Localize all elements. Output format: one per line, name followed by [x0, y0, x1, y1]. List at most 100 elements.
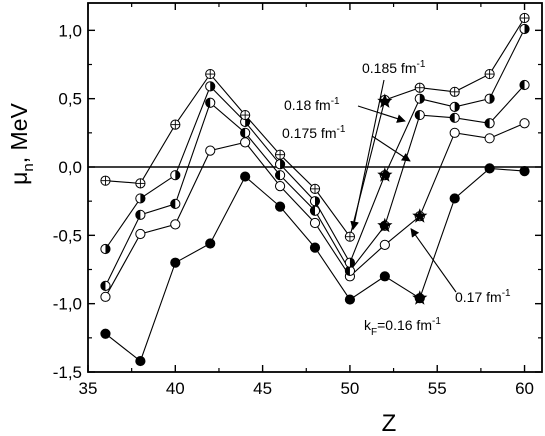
y-axis-label: μn, MeV [6, 103, 37, 185]
series-2-point-10 [449, 112, 460, 123]
series-3-point-9 [414, 93, 425, 104]
series-2-point-10-fill [450, 113, 455, 123]
series-1-point-5 [274, 181, 286, 192]
series-2-point-3 [205, 97, 216, 108]
series-1-point-6 [309, 217, 321, 229]
series-3-point-6-fill [315, 196, 320, 206]
series-2-point-0-fill [100, 281, 106, 291]
series-1-point-2 [170, 219, 181, 230]
arrow-0185 [350, 79, 385, 231]
series-2-point-6 [309, 205, 321, 216]
series-3-point-10 [449, 101, 460, 112]
series-3-point-1-fill [140, 193, 145, 204]
plot-frame [87, 2, 543, 373]
series-1-point-0 [100, 291, 111, 302]
series-3-point-0-fill [105, 244, 111, 254]
series-2-point-4 [240, 127, 251, 138]
x-tick-label-60: 60 [515, 379, 534, 398]
series-0-point-7 [344, 294, 356, 305]
series-0-point-0 [100, 328, 111, 339]
series-3-point-3 [205, 81, 216, 92]
series-2-point-1-fill [135, 210, 141, 220]
series-4-point-11 [484, 68, 495, 80]
series-3-point-2-fill [175, 170, 180, 180]
y-tick-label-1: -1,0 [53, 295, 82, 314]
series-3-point-2 [170, 170, 181, 181]
star-1 [377, 167, 393, 182]
y-tick-label-2: -0,5 [53, 226, 82, 245]
series-0-point-6 [309, 242, 321, 253]
series-2-point-1 [135, 209, 146, 220]
series-3-point-0 [100, 243, 111, 255]
series-3-point-12 [519, 23, 530, 35]
series-3-point-7 [344, 257, 356, 268]
annotation-0175: 0.175 fm-1 [282, 124, 346, 141]
arrow-018 [357, 105, 406, 123]
series-2-point-11 [484, 118, 495, 129]
series-2-point-2 [170, 198, 181, 209]
series-4-point-7 [344, 231, 356, 242]
series-2-point-0 [100, 280, 111, 291]
series-3-point-9-fill [419, 94, 425, 104]
series-0-point-3 [205, 238, 216, 249]
series-3-point-10-fill [454, 102, 460, 112]
star-0 [377, 93, 393, 108]
series-2-point-7-fill [345, 266, 350, 276]
series-4-point-10 [449, 86, 460, 97]
series-4-point-2 [170, 119, 181, 130]
series-1-point-3 [205, 145, 216, 156]
series-2-point-9-fill [415, 110, 420, 120]
series-1-point-12 [519, 118, 530, 129]
series-4-point-12 [519, 12, 530, 24]
x-tick-label-45: 45 [253, 379, 272, 398]
series-0-point-4 [240, 171, 251, 182]
svg-text:μn, MeV: μn, MeV [6, 103, 37, 185]
x-tick-label-55: 55 [428, 379, 447, 398]
y-tick-label-4: 0,5 [58, 90, 82, 109]
x-tick-label-50: 50 [340, 379, 359, 398]
y-axis-symbol: μ [6, 172, 32, 185]
series-2-point-9 [414, 109, 425, 121]
star-3 [412, 208, 428, 223]
series-3-point-12-fill [524, 24, 530, 34]
series-layer [100, 12, 530, 367]
x-tick-label-40: 40 [166, 379, 185, 398]
annotation-kf016: kF=0.16 fm-1 [364, 316, 441, 338]
series-0-point-12 [519, 166, 530, 177]
series-2-point-6-fill [310, 206, 315, 216]
annotation-arrows [350, 79, 457, 293]
series-2-point-2-fill [170, 199, 176, 209]
x-tick-label-35: 35 [79, 379, 98, 398]
series-1-point-11 [484, 133, 495, 144]
series-1-point-1 [135, 228, 146, 240]
arrow-0175 [371, 135, 411, 162]
series-2-point-3-fill [205, 98, 211, 108]
y-tick-label-3: 0,0 [58, 158, 82, 177]
series-0-point-2 [170, 257, 181, 268]
plot-border [87, 2, 543, 373]
star-markers [377, 93, 428, 305]
series-4 [100, 12, 530, 242]
series-2-point-5-fill [275, 170, 281, 180]
series-0-point-10 [449, 193, 460, 204]
y-tick-label-5: 1,0 [58, 21, 82, 40]
series-4-point-3 [205, 68, 216, 80]
series-4-point-1 [135, 178, 146, 189]
series-3-point-5-fill [280, 159, 285, 169]
x-axis-label: Z [382, 410, 397, 436]
series-2-point-7 [344, 265, 356, 276]
series-2-point-11-fill [485, 118, 490, 128]
series-4-point-0 [100, 175, 111, 186]
series-1 [100, 118, 530, 302]
series-3-point-5 [274, 159, 286, 170]
series-3-point-1 [135, 193, 146, 204]
series-0-point-1 [135, 355, 146, 367]
annotation-017: 0.17 fm-1 [455, 288, 511, 305]
axis-ticks: 35 40 45 50 55 60 -1,5 -1,0 -0,5 0,0 0,5 1,0 [53, 3, 542, 398]
series-3-point-6 [309, 196, 321, 207]
annotation-0185: 0.185 fm-1 [362, 59, 426, 76]
series-3 [100, 23, 530, 268]
y-axis-subscript: n [20, 163, 37, 171]
star-2 [377, 217, 393, 233]
